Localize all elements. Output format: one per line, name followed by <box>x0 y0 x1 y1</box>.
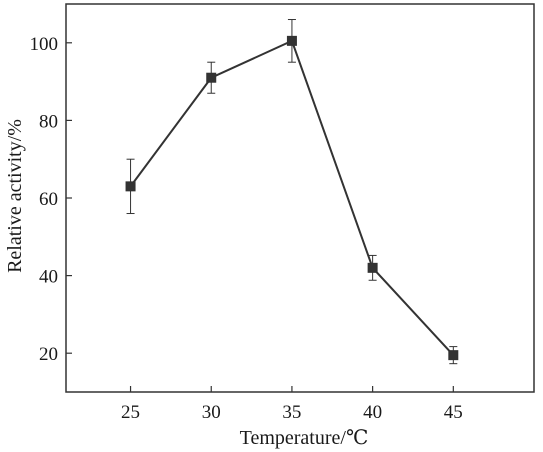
x-tick-label: 30 <box>202 402 221 423</box>
x-axis-ticks: 25 30 35 40 45 <box>121 386 463 423</box>
y-axis-ticks: 20 40 60 80 100 <box>30 34 72 365</box>
x-axis-label: Temperature/℃ <box>240 427 369 449</box>
data-point <box>448 350 459 361</box>
data-point <box>367 262 378 273</box>
data-point <box>125 181 136 192</box>
series-line <box>129 39 455 356</box>
y-tick-label: 80 <box>39 111 58 132</box>
x-tick-label: 45 <box>444 402 463 423</box>
y-tick-label: 20 <box>39 344 58 365</box>
y-axis-label: Relative activity/% <box>4 119 26 273</box>
y-tick-label: 60 <box>39 189 58 210</box>
error-bars <box>126 19 458 365</box>
data-markers <box>125 35 459 361</box>
y-tick-label: 40 <box>39 267 58 288</box>
data-point <box>286 35 297 46</box>
y-tick-label: 100 <box>30 34 59 55</box>
x-tick-label: 40 <box>363 402 382 423</box>
x-tick-label: 35 <box>282 402 301 423</box>
data-point <box>206 72 217 83</box>
x-tick-label: 25 <box>121 402 140 423</box>
